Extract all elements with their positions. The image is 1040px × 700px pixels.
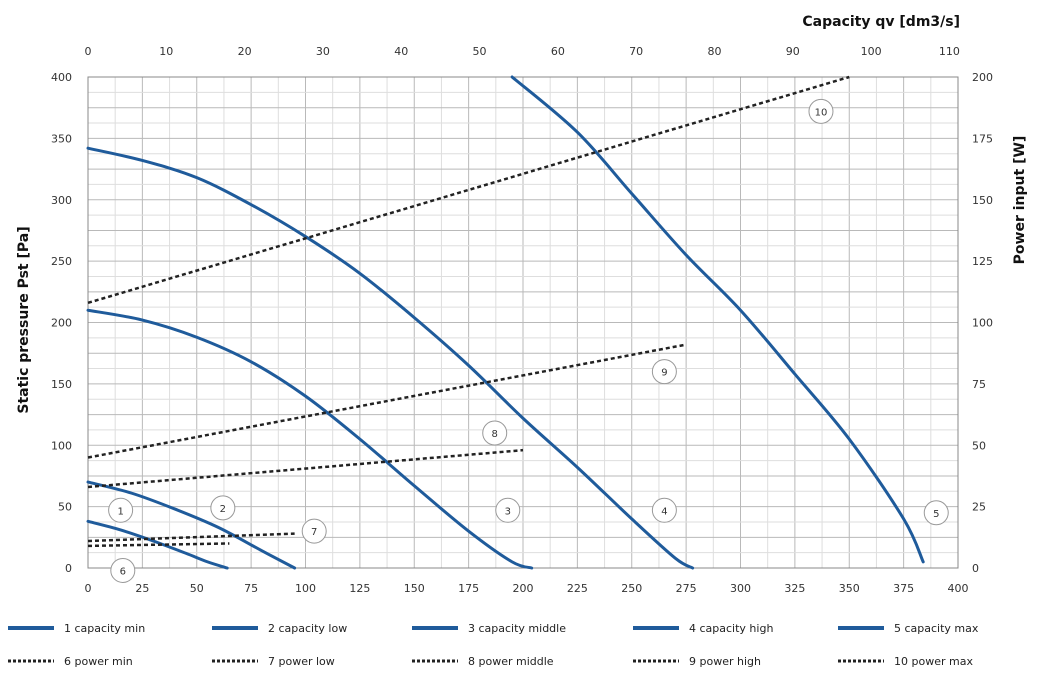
y-left-tick-label: 250 [51,255,72,268]
legend-label: 2 capacity low [268,622,347,635]
x-bottom-tick-label: 100 [295,582,316,595]
series-line-2 [86,480,297,570]
y-right-tick-label: 25 [972,501,986,514]
x-bottom-tick-label: 125 [349,582,370,595]
y-right-tick-label: 125 [972,255,993,268]
y-left-tick-label: 0 [65,562,72,575]
series-line-4 [86,146,695,570]
x-bottom-tick-label: 300 [730,582,751,595]
series-callout-circle [495,497,521,523]
series-line-9 [87,343,687,459]
x-bottom-tick-label: 400 [948,582,969,595]
x-bottom-tick-label: 200 [513,582,534,595]
x-top-tick-label: 110 [939,45,960,58]
series-callout-circle [808,98,834,124]
series-callout-label: 2 [220,504,226,515]
plot-frame [87,76,959,569]
legend-label: 8 power middle [468,655,554,668]
top-axis-title: Capacity qv [dm3/s] [802,14,960,30]
series-callout-circle [923,500,949,526]
series-callout-circle [651,497,677,523]
grid-lines [87,76,959,569]
plot-border [87,76,959,569]
series-lines [86,75,925,570]
y-left-tick-label: 50 [58,501,72,514]
series-line-6 [87,542,230,548]
legend: 1 capacity min 2 capacity low 3 capacity m… [8,622,979,668]
y-right-tick-label: 0 [972,562,979,575]
x-top-tick-label: 40 [394,45,408,58]
y-left-tick-label: 150 [51,378,72,391]
series-callout-label: 1 [117,506,123,517]
y-left-tick-label: 200 [51,317,72,330]
right-axis-title: Power input [W] [1012,136,1028,265]
series-callout-circle [301,518,327,544]
x-bottom-tick-label: 275 [676,582,697,595]
series-callout-circle [210,495,236,521]
y-right-tick-label: 150 [972,194,993,207]
y-left-tick-label: 100 [51,439,72,452]
x-bottom-tick-label: 25 [135,582,149,595]
series-callout-circle [110,557,136,583]
x-bottom-tick-label: 150 [404,582,425,595]
legend-label: 9 power high [689,655,761,668]
tick-labels: 0 25 50 75 100 125 150 175 200 225 250 275 300 325 350… [51,45,993,595]
series-callout-label: 10 [815,107,828,118]
x-bottom-tick-label: 250 [621,582,642,595]
series-callout-label: 4 [661,506,667,517]
x-top-tick-label: 70 [629,45,643,58]
x-top-tick-label: 0 [85,45,92,58]
y-left-tick-label: 400 [51,71,72,84]
legend-label: 3 capacity middle [468,622,566,635]
legend-label: 5 capacity max [894,622,979,635]
y-right-tick-label: 100 [972,317,993,330]
legend-label: 1 capacity min [64,622,145,635]
x-top-tick-label: 20 [238,45,252,58]
series-line-10 [87,75,850,305]
y-left-tick-label: 300 [51,194,72,207]
series-callout-label: 3 [505,506,511,517]
series-callout-label: 7 [311,527,317,538]
series-callout-circle [651,359,677,385]
x-bottom-tick-label: 50 [190,582,204,595]
x-top-tick-label: 90 [786,45,800,58]
series-line-8 [87,448,524,489]
x-top-tick-label: 10 [159,45,173,58]
series-callout-circle [108,497,134,523]
legend-label: 7 power low [268,655,335,668]
series-line-5 [510,75,925,564]
series-line-3 [86,308,534,570]
x-bottom-tick-label: 0 [85,582,92,595]
x-bottom-tick-label: 175 [458,582,479,595]
y-right-tick-label: 200 [972,71,993,84]
x-top-tick-label: 60 [551,45,565,58]
series-callout-label: 9 [661,368,667,379]
series-callout-label: 5 [933,509,939,520]
x-top-tick-label: 80 [707,45,721,58]
legend-label: 6 power min [64,655,133,668]
x-bottom-tick-label: 325 [784,582,805,595]
x-top-tick-label: 30 [316,45,330,58]
series-callout-label: 8 [492,429,498,440]
left-axis-title: Static pressure Pst [Pa] [16,226,32,413]
series-callout-label: 6 [120,566,126,577]
y-right-tick-label: 50 [972,439,986,452]
x-bottom-tick-label: 375 [893,582,914,595]
legend-label: 10 power max [894,655,973,668]
y-right-tick-label: 75 [972,378,986,391]
x-top-tick-label: 100 [861,45,882,58]
x-bottom-tick-label: 225 [567,582,588,595]
x-bottom-tick-label: 75 [244,582,258,595]
x-top-tick-label: 50 [473,45,487,58]
legend-label: 4 capacity high [689,622,773,635]
series-callouts: 1 2 3 4 5 6 7 8 9 10 [108,98,949,583]
series-callout-circle [482,420,508,446]
y-left-tick-label: 350 [51,132,72,145]
y-right-tick-label: 175 [972,132,993,145]
x-bottom-tick-label: 350 [839,582,860,595]
series-line-1 [86,519,229,570]
